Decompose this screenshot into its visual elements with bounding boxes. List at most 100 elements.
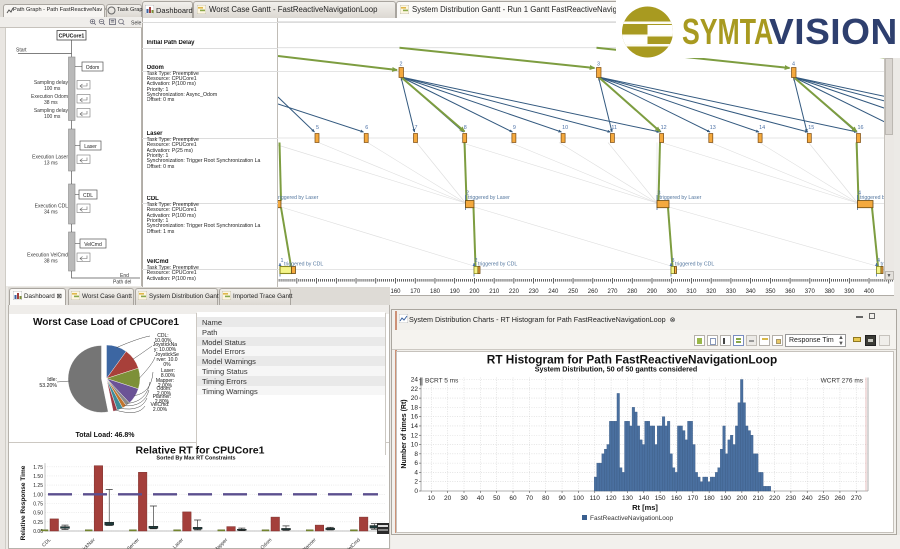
svg-text:80: 80 bbox=[542, 495, 550, 502]
svg-text:2: 2 bbox=[475, 258, 478, 264]
svg-text:330: 330 bbox=[726, 289, 737, 295]
svg-text:24: 24 bbox=[411, 377, 419, 384]
svg-text:1.75: 1.75 bbox=[33, 465, 43, 471]
svg-text:1: 1 bbox=[281, 258, 284, 264]
svg-text:RT Histogram for Path FastReac: RT Histogram for Path FastReactiveNaviga… bbox=[487, 353, 777, 367]
svg-text:0.00: 0.00 bbox=[33, 529, 43, 535]
svg-text:FastReactiveNavigationLoop: FastReactiveNavigationLoop bbox=[590, 515, 673, 522]
svg-text:Rt [ms]: Rt [ms] bbox=[632, 503, 658, 512]
svg-text:360: 360 bbox=[785, 289, 796, 295]
svg-text:140: 140 bbox=[638, 495, 649, 502]
svg-text:triggered by CDL: triggered by CDL bbox=[675, 262, 714, 268]
svg-text:16: 16 bbox=[411, 414, 419, 421]
svg-text:VelCmd: VelCmd bbox=[345, 537, 362, 549]
svg-text:20: 20 bbox=[444, 495, 452, 502]
svg-text:60: 60 bbox=[509, 495, 517, 502]
svg-text:WCRT 276 ms: WCRT 276 ms bbox=[821, 378, 864, 385]
svg-text:34 ms: 34 ms bbox=[44, 210, 58, 216]
svg-text:5: 5 bbox=[316, 125, 319, 131]
svg-text:50: 50 bbox=[493, 495, 501, 502]
svg-text:Execution Odom: Execution Odom bbox=[31, 94, 68, 100]
svg-text:400: 400 bbox=[864, 289, 875, 295]
svg-text:160: 160 bbox=[671, 495, 682, 502]
svg-text:13: 13 bbox=[710, 125, 716, 131]
svg-text:70: 70 bbox=[526, 495, 534, 502]
svg-text:triggered by CDL: triggered by CDL bbox=[284, 262, 323, 268]
svg-text:170: 170 bbox=[687, 495, 698, 502]
svg-text:12: 12 bbox=[661, 125, 667, 131]
svg-text:Path del: Path del bbox=[113, 280, 131, 286]
svg-text:Number of times (Rt): Number of times (Rt) bbox=[401, 399, 408, 468]
svg-text:200: 200 bbox=[469, 289, 480, 295]
svg-text:260: 260 bbox=[835, 495, 846, 502]
svg-text:230: 230 bbox=[785, 495, 796, 502]
svg-text:1.00: 1.00 bbox=[33, 492, 43, 498]
svg-text:triggered by Laser: triggered by Laser bbox=[468, 195, 510, 201]
svg-text:210: 210 bbox=[489, 289, 500, 295]
svg-text:9: 9 bbox=[513, 125, 516, 131]
svg-text:14: 14 bbox=[411, 423, 419, 430]
svg-text:Laser: Laser bbox=[84, 144, 97, 150]
svg-text:270: 270 bbox=[851, 495, 862, 502]
svg-text:240: 240 bbox=[802, 495, 813, 502]
svg-text:38 ms: 38 ms bbox=[44, 100, 58, 106]
svg-text:180: 180 bbox=[430, 289, 441, 295]
svg-text:180: 180 bbox=[704, 495, 715, 502]
svg-text:22: 22 bbox=[411, 386, 419, 393]
svg-text:1.25: 1.25 bbox=[33, 483, 43, 489]
svg-text:Execution CDL: Execution CDL bbox=[35, 204, 69, 210]
svg-text:0.50: 0.50 bbox=[33, 511, 43, 517]
svg-text:12: 12 bbox=[411, 432, 419, 439]
svg-text:6: 6 bbox=[365, 125, 368, 131]
svg-text:380: 380 bbox=[825, 289, 836, 295]
svg-text:14: 14 bbox=[759, 125, 765, 131]
svg-text:7: 7 bbox=[415, 125, 418, 131]
svg-text:CDL: CDL bbox=[83, 193, 93, 199]
svg-text:20: 20 bbox=[411, 395, 419, 402]
svg-text:0.75: 0.75 bbox=[33, 502, 43, 508]
svg-text:Mapper: Mapper bbox=[213, 537, 229, 549]
svg-text:370: 370 bbox=[805, 289, 816, 295]
svg-text:Planner: Planner bbox=[301, 537, 318, 549]
svg-text:triggered by Laser: triggered by Laser bbox=[278, 195, 319, 201]
svg-text:230: 230 bbox=[529, 289, 540, 295]
svg-text:Laser: Laser bbox=[172, 537, 185, 549]
svg-text:18: 18 bbox=[411, 404, 419, 411]
svg-text:4: 4 bbox=[792, 62, 795, 68]
svg-text:6: 6 bbox=[414, 460, 418, 467]
svg-text:Execution Laser: Execution Laser bbox=[32, 155, 68, 161]
svg-text:100 ms: 100 ms bbox=[44, 86, 61, 92]
svg-text:JoystickNav: JoystickNav bbox=[74, 537, 97, 549]
svg-text:BCRT 5 ms: BCRT 5 ms bbox=[425, 378, 459, 385]
svg-text:290: 290 bbox=[647, 289, 658, 295]
svg-text:100: 100 bbox=[573, 495, 584, 502]
svg-text:2: 2 bbox=[466, 191, 469, 197]
svg-text:System Distribution, 50 of 50: System Distribution, 50 of 50 gantts con… bbox=[535, 365, 698, 374]
svg-text:160: 160 bbox=[390, 289, 401, 295]
svg-text:Relative Response Time: Relative Response Time bbox=[20, 465, 27, 540]
svg-text:2: 2 bbox=[400, 62, 403, 68]
svg-text:Execution VelCmd: Execution VelCmd bbox=[27, 253, 68, 259]
svg-text:190: 190 bbox=[450, 289, 461, 295]
svg-text:100 ms: 100 ms bbox=[44, 114, 61, 120]
svg-text:340: 340 bbox=[746, 289, 757, 295]
svg-text:10: 10 bbox=[428, 495, 436, 502]
svg-text:8: 8 bbox=[414, 451, 418, 458]
svg-text:390: 390 bbox=[844, 289, 855, 295]
svg-text:0: 0 bbox=[414, 488, 418, 495]
svg-text:8: 8 bbox=[464, 125, 467, 131]
svg-text:38 ms: 38 ms bbox=[44, 259, 58, 265]
svg-text:110: 110 bbox=[590, 495, 601, 502]
svg-text:Odom: Odom bbox=[260, 537, 274, 549]
svg-text:250: 250 bbox=[568, 289, 579, 295]
svg-text:130: 130 bbox=[622, 495, 633, 502]
svg-text:260: 260 bbox=[588, 289, 599, 295]
svg-text:190: 190 bbox=[720, 495, 731, 502]
svg-text:Relative RT for CPUCore1: Relative RT for CPUCore1 bbox=[136, 445, 265, 457]
svg-text:270: 270 bbox=[607, 289, 618, 295]
svg-text:End: End bbox=[120, 273, 129, 279]
svg-text:16: 16 bbox=[858, 125, 864, 131]
svg-text:200: 200 bbox=[736, 495, 747, 502]
svg-text:15: 15 bbox=[808, 125, 814, 131]
svg-text:CDL: CDL bbox=[41, 537, 52, 548]
